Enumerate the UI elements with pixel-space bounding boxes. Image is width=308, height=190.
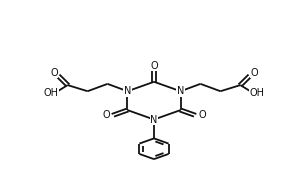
Text: N: N — [177, 86, 184, 96]
Text: N: N — [124, 86, 131, 96]
Text: OH: OH — [43, 88, 59, 97]
Text: O: O — [150, 61, 158, 70]
Text: O: O — [250, 68, 258, 78]
Text: N: N — [150, 115, 158, 124]
Text: OH: OH — [249, 88, 265, 97]
Text: O: O — [50, 68, 58, 78]
Text: O: O — [198, 110, 206, 120]
Text: O: O — [102, 110, 110, 120]
